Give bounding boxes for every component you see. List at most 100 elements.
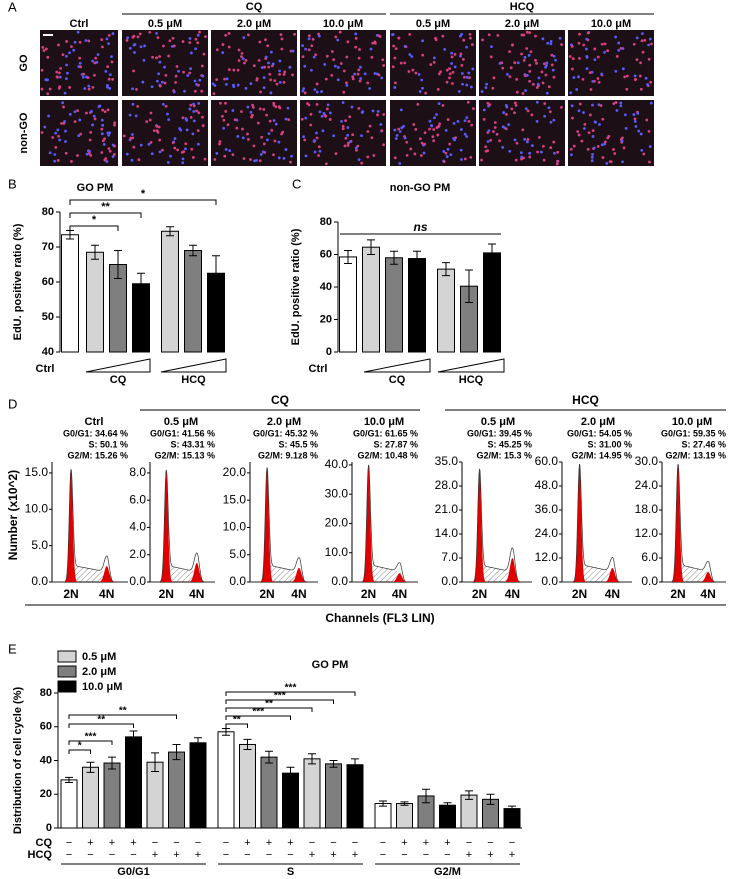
cell-nucleus: [91, 123, 94, 127]
bar: [61, 234, 79, 353]
cell-nucleus: [638, 74, 642, 78]
y-tick-label: 0.0: [441, 574, 458, 588]
cell-nucleus: [107, 147, 111, 151]
cell-nucleus: [571, 57, 575, 61]
cell-nucleus: [592, 146, 596, 150]
cell-nucleus: [346, 144, 350, 147]
group-label: CQ: [389, 374, 406, 386]
y-tick-label: 36.0: [535, 502, 559, 516]
cell-nucleus: [413, 152, 417, 156]
cell-nucleus: [633, 117, 637, 121]
cell-nucleus: [264, 38, 267, 42]
cell-nucleus: [371, 41, 375, 45]
cell-nucleus: [267, 65, 271, 69]
cell-nucleus: [523, 55, 527, 59]
cell-nucleus: [368, 87, 372, 90]
cell-nucleus: [510, 107, 514, 111]
cell-nucleus: [623, 113, 627, 117]
concentration-label: 2.0 μM: [505, 18, 539, 30]
phase-stat: G2/M: 15.13 %: [154, 450, 215, 460]
cell-nucleus: [462, 58, 465, 61]
cell-nucleus: [523, 74, 527, 78]
cell-nucleus: [465, 45, 468, 49]
treatment-sign: −: [173, 837, 179, 849]
cell-nucleus: [583, 123, 587, 126]
y-tick-label: 2.0: [129, 547, 146, 561]
phase-stat: G0/G1: 61.65 %: [353, 428, 418, 438]
cell-nucleus: [125, 152, 129, 156]
peak: [470, 468, 489, 582]
cell-nucleus: [609, 160, 613, 164]
cell-nucleus: [381, 58, 385, 62]
cell-nucleus: [266, 44, 270, 48]
cell-nucleus: [472, 107, 475, 111]
cell-nucleus: [189, 103, 193, 107]
cell-nucleus: [169, 154, 172, 158]
cell-nucleus: [271, 62, 275, 66]
cell-nucleus: [240, 51, 244, 55]
cell-nucleus: [236, 135, 240, 138]
concentration-label: 2.0 μM: [237, 18, 271, 30]
cell-nucleus: [166, 112, 169, 116]
cell-nucleus: [268, 119, 272, 123]
cell-nucleus: [431, 135, 435, 139]
cell-nucleus: [535, 119, 539, 123]
cell-nucleus: [317, 34, 321, 38]
cell-nucleus: [527, 53, 531, 57]
cell-nucleus: [376, 113, 379, 117]
cell-nucleus: [357, 158, 361, 162]
x-tick-label: Ctrl: [309, 363, 328, 375]
cell-nucleus: [377, 34, 381, 38]
cell-nucleus: [350, 105, 354, 109]
bar: [408, 258, 426, 353]
cell-nucleus: [43, 125, 47, 129]
cell-nucleus: [158, 55, 161, 58]
cell-nucleus: [155, 125, 159, 128]
cell-nucleus: [282, 81, 286, 84]
phase-stat: G2/M: 13.19 %: [665, 450, 726, 460]
cell-nucleus: [416, 102, 420, 106]
cell-nucleus: [486, 149, 490, 152]
cell-nucleus: [446, 118, 450, 121]
group-label: HCQ: [459, 374, 484, 386]
cell-nucleus: [274, 122, 278, 126]
cell-nucleus: [269, 78, 273, 82]
row-label: GO: [18, 54, 30, 72]
y-tick-label: 0: [46, 822, 52, 834]
cell-nucleus: [521, 92, 525, 95]
s-phase-area: [368, 565, 405, 582]
cell-nucleus: [247, 138, 250, 141]
cell-nucleus: [84, 39, 88, 42]
cell-nucleus: [635, 58, 639, 62]
cell-nucleus: [54, 146, 58, 149]
cell-nucleus: [421, 53, 425, 57]
cell-nucleus: [354, 45, 358, 49]
cell-nucleus: [202, 52, 206, 56]
cell-nucleus: [514, 158, 518, 162]
y-tick-label: 10.0: [223, 520, 247, 534]
y-tick-label: 20: [40, 788, 52, 800]
cell-nucleus: [193, 89, 197, 93]
cell-nucleus: [582, 111, 585, 114]
bar: [339, 256, 357, 353]
cell-nucleus: [448, 76, 451, 80]
cell-nucleus: [354, 32, 358, 36]
cell-nucleus: [591, 153, 594, 156]
cell-nucleus: [60, 122, 63, 125]
cell-nucleus: [482, 118, 486, 121]
cell-nucleus: [601, 156, 605, 159]
cell-nucleus: [160, 80, 164, 84]
cell-nucleus: [61, 53, 65, 56]
cell-nucleus: [585, 67, 589, 71]
error-bar: [222, 727, 230, 736]
cell-nucleus: [157, 125, 161, 129]
cell-nucleus: [322, 112, 326, 115]
bar: [125, 736, 142, 829]
cell-nucleus: [429, 63, 433, 66]
cell-nucleus: [552, 75, 556, 79]
cell-nucleus: [371, 109, 375, 113]
cell-nucleus: [342, 90, 346, 94]
concentration-label: 10.0 μM: [591, 18, 631, 30]
cell-nucleus: [593, 47, 597, 51]
cell-nucleus: [313, 88, 317, 92]
